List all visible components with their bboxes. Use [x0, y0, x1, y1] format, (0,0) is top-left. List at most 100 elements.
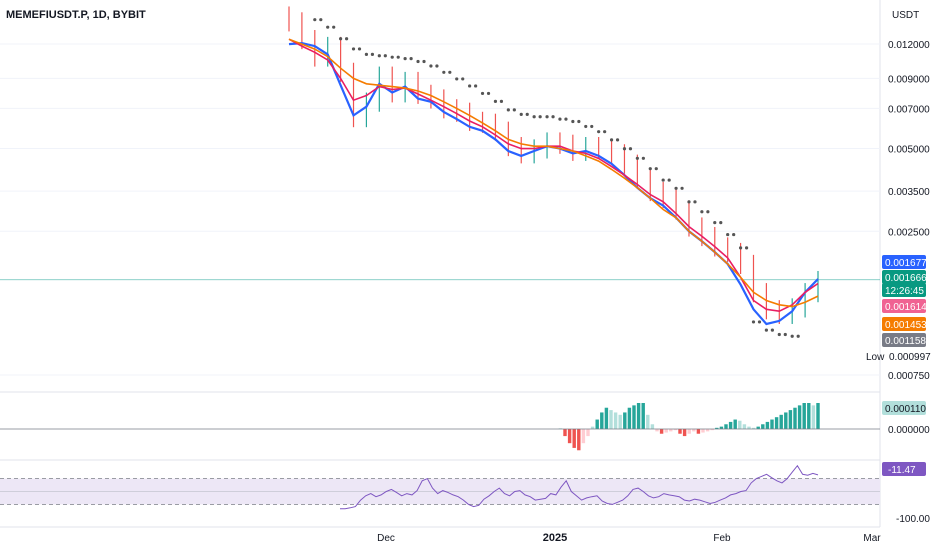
sar-dot: [551, 115, 555, 119]
sar-dot: [564, 117, 568, 121]
sar-dot: [468, 84, 472, 88]
sar-dot: [429, 64, 433, 68]
price-tick-label: 0.007000: [888, 104, 930, 115]
sar-dot: [667, 178, 671, 182]
sar-dot: [726, 232, 730, 237]
macd-bar: [751, 427, 756, 429]
sar-dot: [506, 108, 510, 112]
macd-bar: [793, 407, 797, 429]
sar-dot: [332, 25, 336, 29]
low-label: Low: [866, 352, 885, 363]
price-tag-label: 0.001614: [885, 302, 927, 313]
macd-bar: [567, 429, 572, 444]
macd-histogram: [558, 403, 820, 451]
sar-dot: [435, 64, 439, 68]
sar-dot: [584, 124, 588, 129]
sar-dot: [474, 84, 478, 88]
rsi-value-label: -11.47: [888, 465, 916, 476]
macd-bar: [692, 429, 696, 432]
sar-dot: [796, 334, 800, 338]
price-tag-label: 0.001666: [885, 273, 927, 284]
sar-dot: [319, 18, 323, 22]
macd-bar: [609, 410, 613, 429]
macd-bar: [816, 403, 820, 429]
sar-dot: [693, 200, 697, 204]
macd-bar: [623, 412, 627, 429]
sar-dot: [396, 55, 400, 59]
sar-dot: [525, 112, 529, 117]
macd-bar: [784, 412, 788, 429]
price-tick-label: 0.002500: [888, 227, 930, 238]
macd-bar: [632, 405, 636, 429]
sar-dot: [313, 18, 317, 22]
sar-dot: [351, 47, 356, 51]
price-tick-label: 0.009000: [888, 74, 930, 85]
sar-dot: [455, 77, 459, 81]
sar-dot: [519, 112, 523, 117]
sar-dot: [751, 320, 756, 324]
macd-bar: [586, 429, 590, 437]
macd-bar: [728, 421, 733, 429]
sar-dot: [493, 99, 498, 103]
price-tag-label: 0.001158: [885, 336, 926, 347]
price-tick-label: 0.000750: [888, 371, 930, 382]
sar-dot: [571, 119, 575, 124]
sar-dot: [732, 232, 736, 237]
sar-dot: [339, 37, 343, 41]
sar-dot: [448, 70, 452, 74]
macd-bar: [673, 429, 678, 431]
price-tag: [882, 255, 926, 269]
sar-dot: [364, 52, 369, 56]
macd-bar: [719, 426, 724, 429]
macd-bar: [761, 424, 765, 429]
sar-dot: [635, 156, 639, 160]
ma-mid-line: [288, 38, 819, 313]
price-tag-label: 12:26:45: [885, 286, 924, 297]
macd-bar: [636, 403, 641, 429]
macd-bar: [604, 407, 609, 429]
macd-bar: [811, 405, 816, 429]
macd-bar: [572, 429, 576, 448]
macd-bar: [577, 429, 581, 451]
macd-bar: [678, 429, 682, 434]
macd-bar: [807, 403, 811, 429]
sar-dot: [757, 320, 762, 324]
price-tick-label: 0.005000: [888, 145, 930, 156]
sar-dot: [706, 210, 710, 214]
sar-dot: [422, 59, 426, 64]
sar-dot: [661, 178, 665, 182]
price-tag: [882, 317, 926, 331]
sar-dot: [654, 167, 658, 171]
macd-bar: [779, 414, 783, 429]
macd-bar: [733, 419, 737, 429]
sar-dot: [499, 99, 504, 103]
sar-dot: [442, 70, 446, 74]
sar-dot: [416, 59, 420, 64]
macd-value-tag: [882, 401, 926, 415]
macd-bar: [747, 426, 751, 429]
price-tag: [882, 299, 926, 313]
macd-bar: [710, 429, 714, 431]
sar-dot: [648, 167, 652, 171]
sar-dot: [641, 156, 645, 160]
symbol-title: MEMEFIUSDT.P, 1D, BYBIT: [6, 9, 146, 21]
price-tag: [882, 283, 926, 297]
sar-dot: [486, 91, 491, 96]
macd-bar: [742, 424, 747, 429]
sar-dot: [383, 54, 387, 58]
macd-bar: [797, 405, 802, 429]
macd-bar: [802, 403, 806, 429]
macd-bar: [788, 410, 793, 429]
macd-bar: [701, 429, 705, 433]
sar-dot: [719, 221, 723, 225]
macd-bar: [627, 407, 632, 429]
macd-bar: [664, 429, 668, 433]
sar-dot: [390, 55, 394, 59]
macd-bar: [774, 417, 779, 429]
macd-bar: [618, 414, 622, 429]
macd-bar: [687, 429, 691, 434]
sar-dot: [545, 115, 549, 119]
sar-dot: [628, 147, 633, 151]
macd-bar: [581, 429, 586, 444]
